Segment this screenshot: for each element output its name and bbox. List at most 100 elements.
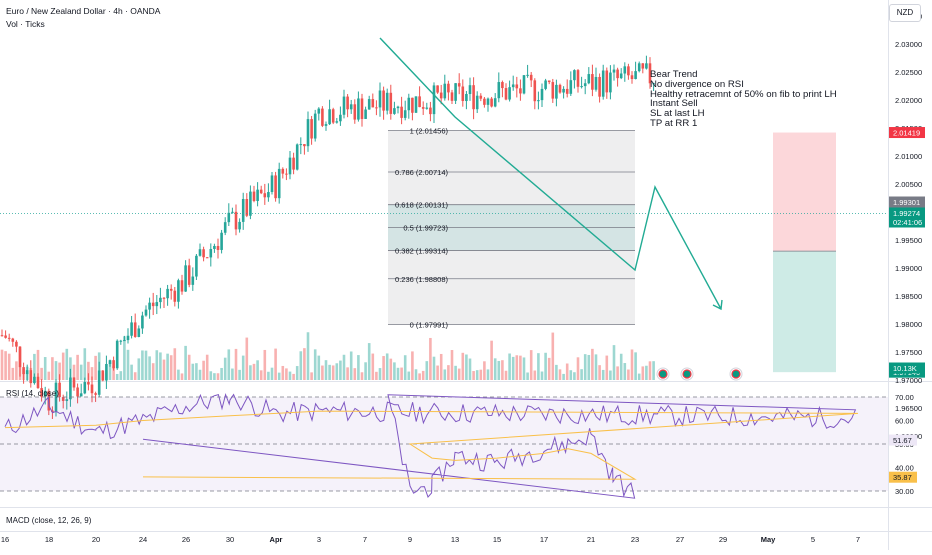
price-tick-label: 1.99000: [895, 264, 922, 273]
candle-body: [637, 63, 641, 72]
volume-bar: [169, 355, 173, 380]
note-line: Bear Trend: [650, 69, 698, 80]
volume-legend[interactable]: Vol · Ticks: [6, 19, 45, 29]
candle-body: [432, 85, 436, 115]
candle-body: [331, 109, 335, 123]
rsi-line: [4, 392, 857, 499]
volume-bar: [493, 358, 497, 380]
time-tick-label: 24: [139, 535, 147, 544]
candle-body: [15, 341, 18, 347]
price-tick-label: 2.02000: [895, 96, 922, 105]
candle-body: [511, 84, 515, 88]
candle-body: [259, 189, 263, 194]
candle-body: [299, 144, 303, 146]
volume-bar: [43, 357, 47, 380]
volume-bar: [472, 371, 475, 380]
candle-body: [166, 288, 169, 299]
volume-bar: [234, 348, 238, 380]
candle-body: [529, 74, 533, 81]
candle-body: [493, 98, 497, 107]
volume-bar: [155, 350, 159, 380]
event-marker-dot: [731, 369, 741, 379]
volume-bar: [292, 373, 295, 380]
volume-bar: [4, 351, 7, 380]
candle-body: [58, 382, 61, 398]
price-label-box: [889, 216, 925, 228]
currency-button[interactable]: NZD: [889, 4, 921, 22]
volume-bar: [310, 372, 313, 380]
volume-bar: [245, 337, 249, 380]
volume-bar: [198, 369, 202, 380]
candle-body: [382, 90, 385, 111]
note-line: SL at last LH: [650, 108, 705, 120]
candle-body: [216, 245, 220, 250]
volume-bar: [90, 367, 94, 380]
candle-body: [562, 88, 565, 93]
candle-body: [371, 99, 375, 108]
price-label-stop: 2.01419: [889, 127, 925, 139]
candle-body: [241, 199, 245, 222]
price-tick-label: 2.01000: [895, 152, 922, 161]
price-tick-label: 1.98500: [895, 292, 922, 301]
rsi-ma-value-text: 35.87: [893, 473, 912, 482]
volume-bar: [130, 364, 133, 380]
volume-bar: [447, 365, 450, 380]
candle-body: [569, 80, 573, 94]
time-tick-label: 15: [493, 535, 501, 544]
candle-body: [558, 84, 562, 93]
candle-body: [375, 107, 378, 109]
fib-level-label: 1 (2.01456): [410, 126, 449, 135]
symbol-title[interactable]: Euro / New Zealand Dollar · 4h · OANDA: [6, 6, 161, 16]
volume-bar: [483, 361, 486, 380]
volume-bar: [295, 366, 299, 380]
candle-body: [551, 82, 555, 99]
candle-body: [522, 75, 526, 94]
volume-bar: [187, 354, 191, 380]
candle-body: [630, 75, 634, 80]
time-tick-label: 18: [45, 535, 53, 544]
candle-body: [609, 72, 612, 93]
time-tick-label: Apr: [270, 535, 283, 544]
candle-body: [439, 92, 443, 99]
candle-body: [112, 360, 115, 369]
candle-body: [425, 107, 429, 109]
volume-bar: [252, 363, 256, 380]
candle-body: [641, 63, 645, 69]
volume-bar: [367, 343, 371, 380]
volume-bar: [421, 370, 425, 380]
candle-body: [389, 92, 393, 114]
candle-body: [126, 335, 130, 341]
volume-bar: [389, 358, 393, 380]
candle-body: [537, 100, 540, 102]
trade-note[interactable]: Bear Trend No divergence on RSI Healthy …: [650, 70, 837, 129]
candle-body: [555, 84, 558, 99]
volume-bar: [634, 352, 637, 380]
volume-bar: [583, 354, 587, 380]
volume-bar: [11, 367, 15, 380]
candle-body: [627, 66, 630, 76]
candle-body: [29, 370, 33, 384]
volume-bar: [353, 368, 357, 380]
price-label-text: 10.13K: [893, 364, 917, 373]
volume-bar: [468, 358, 472, 380]
time-tick-label: 16: [1, 535, 9, 544]
volume-bar: [569, 370, 573, 380]
volume-bar: [475, 370, 479, 380]
price-label-volume: 10.13K: [889, 362, 925, 374]
volume-bar: [69, 357, 72, 380]
fib-level-label: 0.236 (1.98808): [395, 275, 448, 284]
candle-body: [515, 84, 519, 89]
price-tick-label: 1.97000: [895, 376, 922, 385]
volume-bar: [573, 372, 576, 380]
candle-body: [393, 108, 396, 114]
candle-body: [508, 87, 511, 100]
candle-body: [281, 168, 285, 174]
candle-body: [486, 98, 490, 105]
candle-body: [130, 322, 133, 336]
time-tick-label: 27: [676, 535, 684, 544]
volume-bar: [223, 357, 227, 380]
volume-bar: [454, 365, 457, 380]
candle-body: [76, 387, 79, 397]
volume-bar: [648, 361, 652, 380]
